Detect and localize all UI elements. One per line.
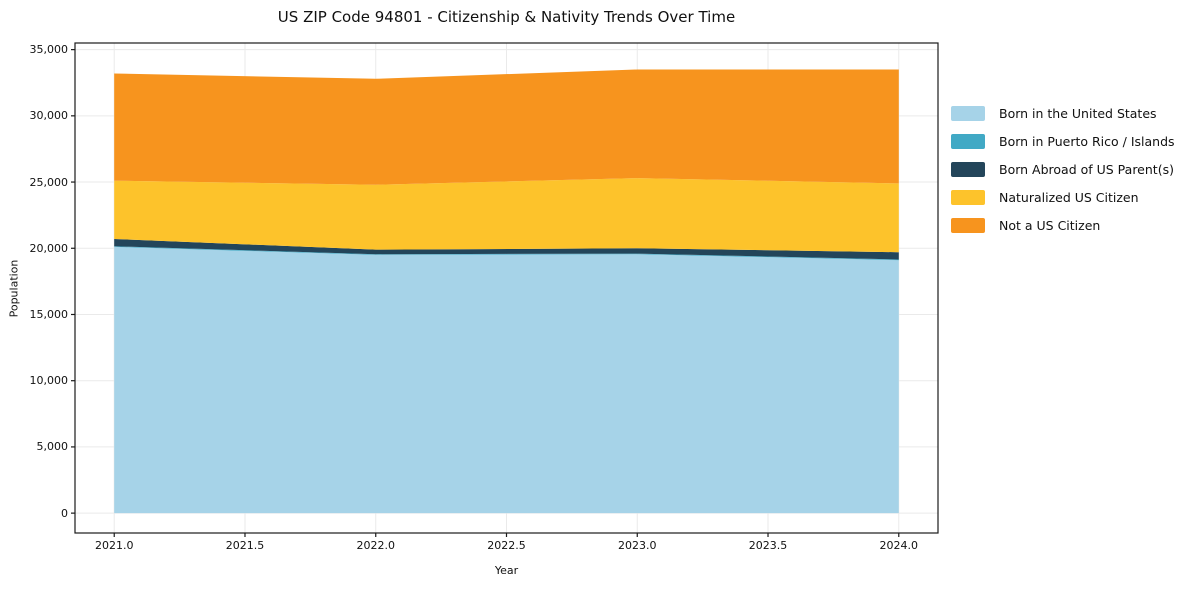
y-tick-label: 35,000 <box>29 43 69 57</box>
x-tick-label: 2023.0 <box>618 539 657 552</box>
legend-label: Naturalized US Citizen <box>999 189 1139 205</box>
chart-title: US ZIP Code 94801 - Citizenship & Nativi… <box>277 8 736 26</box>
area-band <box>114 239 899 260</box>
y-tick-label: 0 <box>61 506 68 520</box>
legend-swatch <box>951 189 985 205</box>
legend-item: Born in the United States <box>951 105 1175 121</box>
y-tick-label: 15,000 <box>29 307 69 321</box>
area-band <box>114 246 899 514</box>
legend-item: Born Abroad of US Parent(s) <box>951 161 1175 177</box>
area-band <box>114 178 899 253</box>
legend-swatch <box>951 105 985 121</box>
legend-swatch <box>951 161 985 177</box>
x-tick-label: 2023.5 <box>748 539 788 552</box>
legend-swatch <box>951 133 985 149</box>
y-tick-label: 25,000 <box>29 175 69 189</box>
x-axis-label: Year <box>494 564 519 577</box>
legend-label: Born in Puerto Rico / Islands <box>999 133 1175 149</box>
x-tick-label: 2021.0 <box>94 539 134 552</box>
y-tick-label: 5,000 <box>36 440 69 454</box>
legend-label: Born Abroad of US Parent(s) <box>999 161 1174 177</box>
area-band <box>114 69 899 185</box>
y-tick-label: 30,000 <box>29 109 69 123</box>
y-axis-label: Population <box>7 259 21 318</box>
legend-item: Naturalized US Citizen <box>951 189 1175 205</box>
legend-label: Not a US Citizen <box>999 217 1101 233</box>
x-tick-label: 2021.5 <box>225 539 265 552</box>
legend-item: Born in Puerto Rico / Islands <box>951 133 1175 149</box>
x-tick-label: 2022.0 <box>356 539 395 552</box>
legend-item: Not a US Citizen <box>951 217 1175 233</box>
legend: Born in the United States Born in Puerto … <box>951 105 1175 245</box>
y-tick-label: 10,000 <box>29 374 69 388</box>
x-tick-label: 2024.0 <box>879 539 919 552</box>
legend-swatch <box>951 217 985 233</box>
legend-label: Born in the United States <box>999 105 1157 121</box>
y-tick-label: 20,000 <box>29 241 69 255</box>
x-tick-label: 2022.5 <box>487 539 526 552</box>
